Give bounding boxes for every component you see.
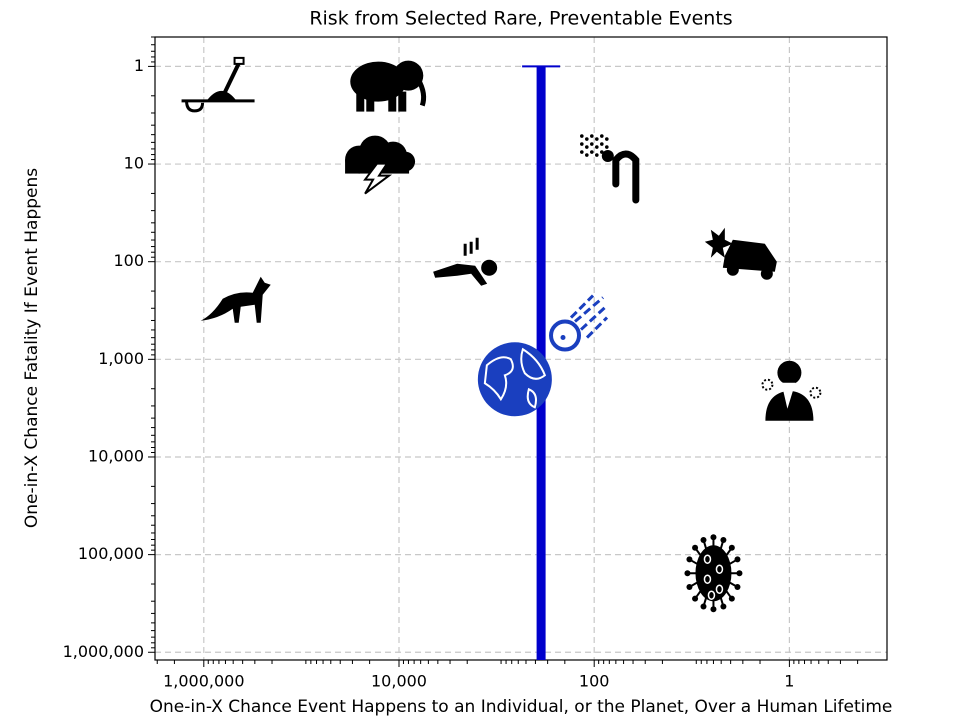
chart-title: Risk from Selected Rare, Preventable Eve… bbox=[309, 8, 732, 30]
glyph bbox=[590, 134, 594, 138]
y-tick-label: 10,000 bbox=[88, 446, 144, 465]
y-tick-label: 1,000,000 bbox=[63, 642, 144, 661]
glyph bbox=[704, 227, 733, 258]
y-tick-label: 1,000 bbox=[98, 349, 144, 368]
glyph bbox=[710, 606, 717, 613]
glyph bbox=[600, 142, 604, 146]
glyph bbox=[809, 386, 822, 399]
glyph bbox=[549, 319, 582, 352]
glyph bbox=[734, 583, 741, 590]
glyph bbox=[736, 570, 743, 577]
point-icon bbox=[433, 237, 498, 286]
glyph bbox=[393, 60, 424, 91]
glyph bbox=[781, 382, 796, 409]
glyph bbox=[590, 150, 594, 154]
glyph bbox=[481, 259, 498, 276]
glyph bbox=[356, 91, 365, 112]
glyph bbox=[686, 583, 693, 590]
glyph bbox=[233, 56, 245, 65]
point-icon bbox=[181, 56, 255, 113]
point-icon bbox=[477, 342, 552, 417]
glyph bbox=[777, 360, 802, 385]
glyph bbox=[585, 153, 589, 157]
glyph bbox=[703, 554, 712, 564]
point-icon bbox=[684, 534, 743, 613]
glyph bbox=[483, 356, 514, 402]
glyph bbox=[734, 556, 741, 563]
point-icon bbox=[580, 134, 640, 204]
glyph bbox=[707, 590, 716, 600]
glyph bbox=[684, 570, 691, 577]
glyph bbox=[477, 342, 552, 417]
glyph bbox=[398, 91, 407, 112]
glyph bbox=[363, 162, 393, 195]
glyph bbox=[728, 544, 735, 551]
point-icon bbox=[761, 360, 822, 421]
glyph bbox=[605, 145, 609, 149]
glyph bbox=[692, 595, 699, 602]
glyph bbox=[585, 145, 589, 149]
glyph bbox=[585, 137, 589, 141]
glyph bbox=[605, 137, 609, 141]
glyph bbox=[710, 534, 717, 541]
glyph bbox=[686, 556, 693, 563]
glyph bbox=[185, 100, 205, 113]
glyph bbox=[590, 142, 594, 146]
glyph bbox=[601, 150, 614, 163]
glyph bbox=[720, 536, 727, 543]
glyph bbox=[569, 294, 595, 319]
y-tick-label: 100 bbox=[113, 251, 144, 270]
glyph bbox=[728, 595, 735, 602]
y-tick-label: 1 bbox=[134, 56, 144, 75]
glyph bbox=[416, 78, 427, 107]
glyph bbox=[700, 603, 707, 610]
point-icon bbox=[350, 60, 427, 112]
y-tick-label: 10 bbox=[124, 154, 144, 173]
point-icon bbox=[549, 294, 609, 352]
point-icon bbox=[704, 227, 777, 280]
glyph bbox=[595, 145, 599, 149]
x-tick-label: 10,000 bbox=[371, 672, 427, 691]
glyph bbox=[580, 150, 584, 154]
glyph bbox=[579, 304, 609, 331]
glyph bbox=[433, 263, 488, 286]
glyph bbox=[366, 91, 375, 112]
glyph bbox=[222, 63, 241, 94]
glyph bbox=[595, 153, 599, 157]
point-icon bbox=[200, 276, 271, 323]
glyph bbox=[715, 564, 724, 574]
y-axis-label: One-in-X Chance Fatality If Event Happen… bbox=[22, 168, 42, 528]
x-axis-label: One-in-X Chance Event Happens to an Indi… bbox=[150, 697, 893, 716]
glyph bbox=[703, 574, 712, 584]
glyph bbox=[206, 90, 237, 101]
glyph bbox=[580, 142, 584, 146]
glyph bbox=[761, 378, 774, 391]
x-tick-label: 100 bbox=[579, 672, 610, 691]
plot-frame bbox=[154, 36, 888, 661]
glyph bbox=[388, 91, 397, 112]
glyph bbox=[700, 536, 707, 543]
glyph bbox=[715, 584, 724, 594]
glyph bbox=[726, 263, 739, 276]
point-icon bbox=[345, 135, 416, 195]
glyph bbox=[595, 137, 599, 141]
x-tick-label: 1,000,000 bbox=[163, 672, 244, 691]
glyph bbox=[692, 544, 699, 551]
glyph bbox=[574, 296, 604, 323]
glyph bbox=[612, 150, 640, 204]
glyph bbox=[722, 239, 777, 272]
glyph bbox=[765, 390, 814, 421]
glyph bbox=[200, 276, 271, 323]
glyph bbox=[760, 267, 773, 280]
glyph bbox=[720, 603, 727, 610]
glyph bbox=[600, 134, 604, 138]
glyph bbox=[580, 134, 584, 138]
glyph bbox=[520, 347, 547, 409]
y-tick-label: 100,000 bbox=[78, 544, 144, 563]
glyph bbox=[585, 316, 609, 339]
glyph bbox=[560, 335, 566, 341]
x-tick-label: 1 bbox=[784, 672, 794, 691]
